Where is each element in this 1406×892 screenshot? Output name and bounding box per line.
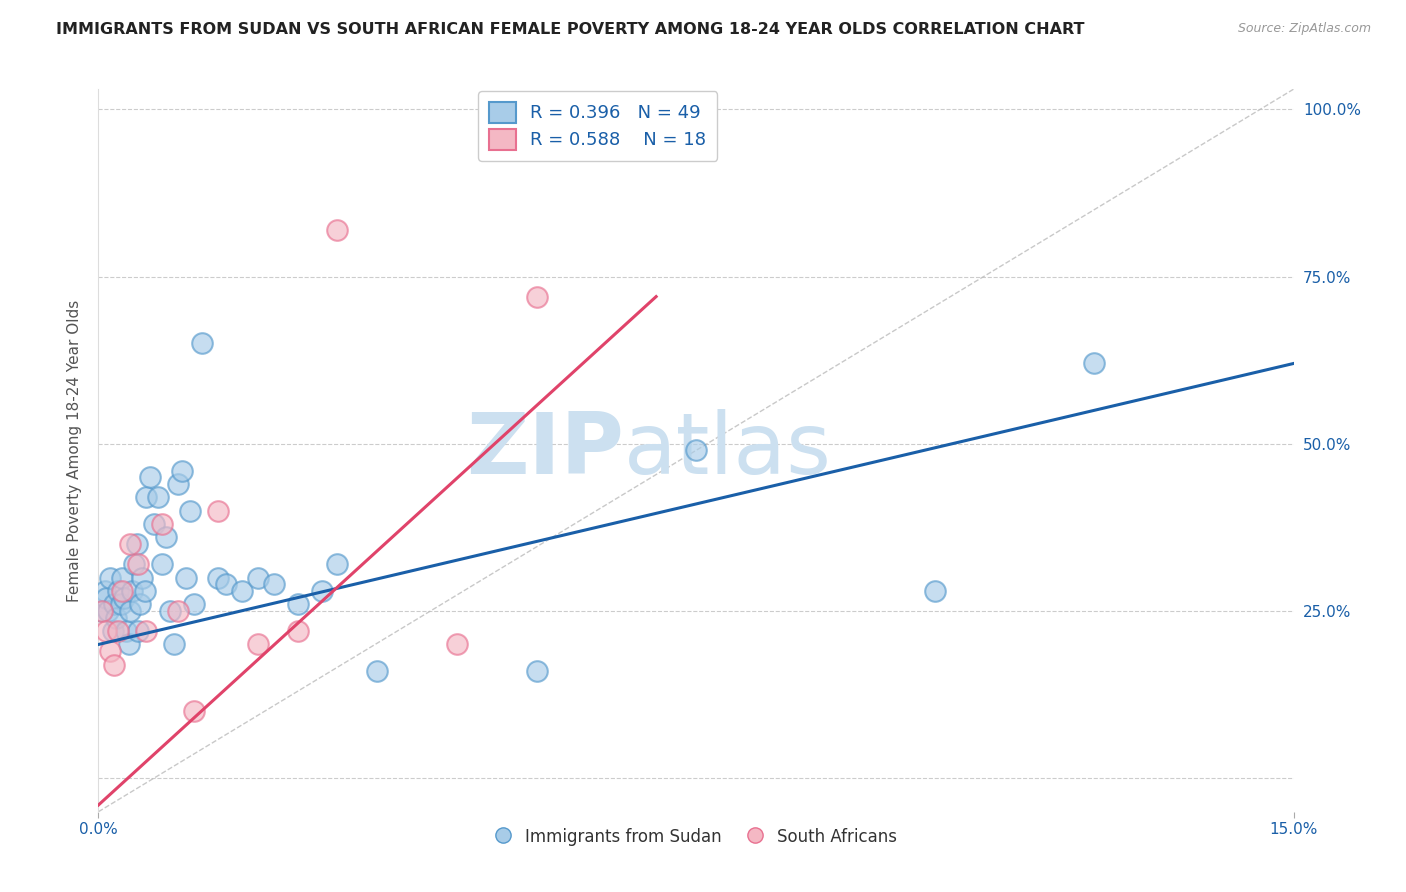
Point [150,557,173,572]
Point [191,336,214,351]
Point [163,637,186,651]
Point [135,491,157,505]
Point [287,624,309,639]
Point [131,571,153,585]
Point [97,604,120,618]
Text: ZIP: ZIP [467,409,624,492]
Point [167,476,190,491]
Point [107,624,129,639]
Point [526,289,548,303]
Point [91,604,114,618]
Point [125,537,148,551]
Point [150,517,173,532]
Point [98,644,122,658]
Point [246,637,269,651]
Point [120,537,142,551]
Point [101,624,124,639]
Point [155,530,177,544]
Point [103,657,125,672]
Point [172,464,194,478]
Point [103,598,125,612]
Point [104,611,127,625]
Point [135,624,157,639]
Point [685,443,707,458]
Point [231,583,253,598]
Point [326,222,349,236]
Point [446,637,468,651]
Point [96,624,118,639]
Point [526,664,548,679]
Point [111,571,134,585]
Point [91,604,114,618]
Point [127,624,149,639]
Point [107,583,129,598]
Point [183,598,205,612]
Point [326,557,349,572]
Text: IMMIGRANTS FROM SUDAN VS SOUTH AFRICAN FEMALE POVERTY AMONG 18-24 YEAR OLDS CORR: IMMIGRANTS FROM SUDAN VS SOUTH AFRICAN F… [56,22,1085,37]
Point [207,503,229,517]
Legend: Immigrants from Sudan, South Africans: Immigrants from Sudan, South Africans [486,819,905,854]
Point [120,604,142,618]
Point [183,705,205,719]
Point [96,591,118,605]
Text: atlas: atlas [624,409,832,492]
Point [215,577,238,591]
Point [111,583,134,598]
Point [128,598,150,612]
Point [143,517,166,532]
Point [167,604,190,618]
Point [110,598,132,612]
Point [311,583,333,598]
Point [207,571,229,585]
Point [139,470,162,484]
Point [159,604,181,618]
Point [112,591,135,605]
Point [263,577,285,591]
Point [246,571,269,585]
Point [121,583,143,598]
Point [924,583,946,598]
Y-axis label: Female Poverty Among 18-24 Year Olds: Female Poverty Among 18-24 Year Olds [66,300,82,601]
Point [174,571,197,585]
Text: Source: ZipAtlas.com: Source: ZipAtlas.com [1237,22,1371,36]
Point [94,583,117,598]
Point [287,598,309,612]
Point [115,624,138,639]
Point [124,557,146,572]
Point [127,557,149,572]
Point [118,637,141,651]
Point [179,503,201,517]
Point [134,583,156,598]
Point [1083,356,1105,371]
Point [366,664,388,679]
Point [148,491,170,505]
Point [98,571,122,585]
